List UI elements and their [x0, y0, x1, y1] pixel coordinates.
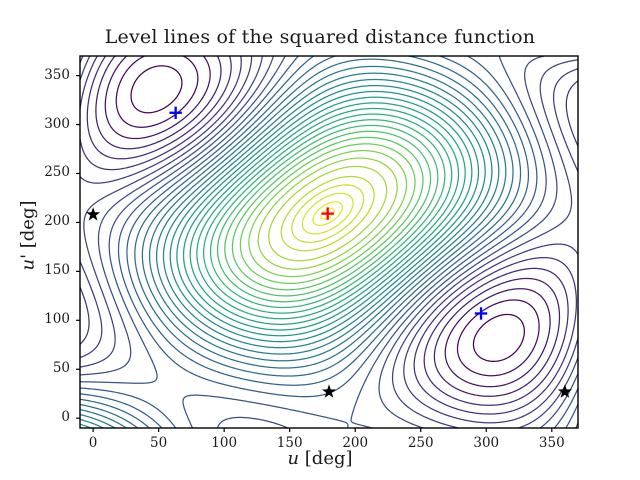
contour-level-line — [517, 356, 578, 428]
contour-level-line — [391, 59, 578, 428]
contour-level-line — [148, 65, 507, 362]
contour-level-line — [155, 72, 500, 355]
contour-level-line — [239, 143, 416, 285]
contour-level-line — [169, 84, 486, 343]
critical-point-markers — [86, 106, 572, 398]
contour-level-line — [196, 107, 460, 320]
contour-level-line — [472, 313, 525, 363]
contour-level-line — [80, 56, 263, 368]
contour-level-line — [104, 56, 211, 140]
x-tick-label: 300 — [473, 435, 500, 451]
contour-level-line — [80, 403, 139, 428]
y-tick-label: 250 — [44, 164, 70, 181]
contour-level-line — [80, 56, 242, 171]
saddle-marker — [557, 384, 572, 398]
contour-level-line — [80, 408, 127, 428]
contour-level-line — [231, 136, 424, 291]
y-tick-label: 350 — [44, 66, 70, 83]
contour-level-line — [552, 68, 578, 173]
x-axis-label-unit: [deg] — [299, 448, 353, 469]
contour-level-line — [80, 56, 275, 376]
contour-level-line — [80, 56, 253, 184]
y-tick-label: 200 — [44, 213, 70, 230]
x-tick-label: 100 — [211, 435, 238, 451]
contour-level-line — [209, 119, 446, 309]
x-tick-label: 50 — [150, 435, 168, 451]
x-tick-label: 150 — [276, 435, 303, 451]
contour-level-line — [413, 256, 578, 415]
contour-level-line — [80, 418, 105, 428]
minimum-marker — [169, 106, 182, 119]
contour-level-line — [134, 56, 522, 377]
y-tick-label: 300 — [44, 115, 70, 132]
contour-level-line — [301, 192, 354, 235]
maximum-marker — [321, 207, 334, 220]
contour-level-line — [539, 372, 578, 428]
contour-level-line — [80, 56, 91, 81]
contour-level-line — [350, 56, 547, 428]
contour-level-line — [456, 299, 540, 377]
contour-level-line — [80, 398, 151, 428]
contour-level-line — [162, 78, 493, 349]
contour-level-line — [268, 165, 388, 262]
contour-level-line — [80, 286, 90, 345]
contour-level-line — [141, 58, 514, 369]
contour-level-line — [80, 260, 103, 359]
contour-level-line — [257, 157, 398, 270]
contour-level-line — [444, 288, 551, 388]
x-tick-label: 0 — [88, 435, 98, 451]
axis-ticks — [76, 74, 553, 432]
contour-level-line — [248, 150, 408, 278]
x-tick-label: 250 — [407, 435, 434, 451]
minimum-marker — [474, 307, 488, 320]
x-tick-label: 200 — [342, 435, 369, 451]
x-axis-label-symbol: u — [287, 448, 300, 469]
contour-level-line — [176, 90, 480, 337]
contour-level-line — [80, 393, 163, 428]
y-tick-label: 0 — [61, 409, 70, 426]
contour-level-line — [216, 416, 289, 428]
contour-level-line — [80, 56, 98, 110]
contour-level-line — [312, 201, 343, 226]
contour-level-line — [80, 387, 177, 428]
contour-level-line — [203, 113, 453, 314]
contour-level-line — [126, 56, 530, 386]
contour-level-line — [117, 56, 538, 398]
contour-level-line — [403, 243, 578, 424]
contour-level-line — [224, 130, 432, 297]
contour-level-line — [80, 423, 92, 428]
axes-frame — [79, 55, 579, 429]
saddle-marker — [86, 207, 101, 221]
contour-level-line — [280, 175, 375, 252]
contour-level-line — [86, 56, 232, 160]
contour-level-line — [378, 56, 558, 428]
x-axis-label: u [deg] — [0, 448, 640, 469]
contour-level-line — [130, 65, 183, 114]
page-title: Level lines of the squared distance func… — [104, 26, 536, 48]
contour-level-line — [433, 277, 561, 397]
contour-level-line — [80, 56, 286, 384]
contour-level-line — [80, 413, 116, 428]
contour-level-line — [182, 96, 473, 331]
contour-level-line — [216, 124, 439, 303]
saddle-marker — [321, 384, 337, 398]
contour-level-line — [115, 56, 199, 128]
contour-level-line — [423, 267, 569, 406]
contour-level-line — [189, 102, 466, 325]
x-tick-label: 350 — [538, 435, 565, 451]
contour-lines — [80, 56, 578, 428]
y-tick-label: 50 — [52, 360, 70, 377]
contour-level-line — [565, 403, 578, 428]
contour-level-line — [95, 56, 222, 150]
y-tick-label: 150 — [44, 262, 70, 279]
contour-level-line — [320, 207, 336, 220]
contour-level-line — [291, 184, 365, 243]
y-tick-label: 100 — [44, 311, 70, 328]
contour-level-line — [565, 80, 578, 147]
contour-level-line — [182, 394, 349, 428]
contour-level-line — [553, 387, 578, 428]
